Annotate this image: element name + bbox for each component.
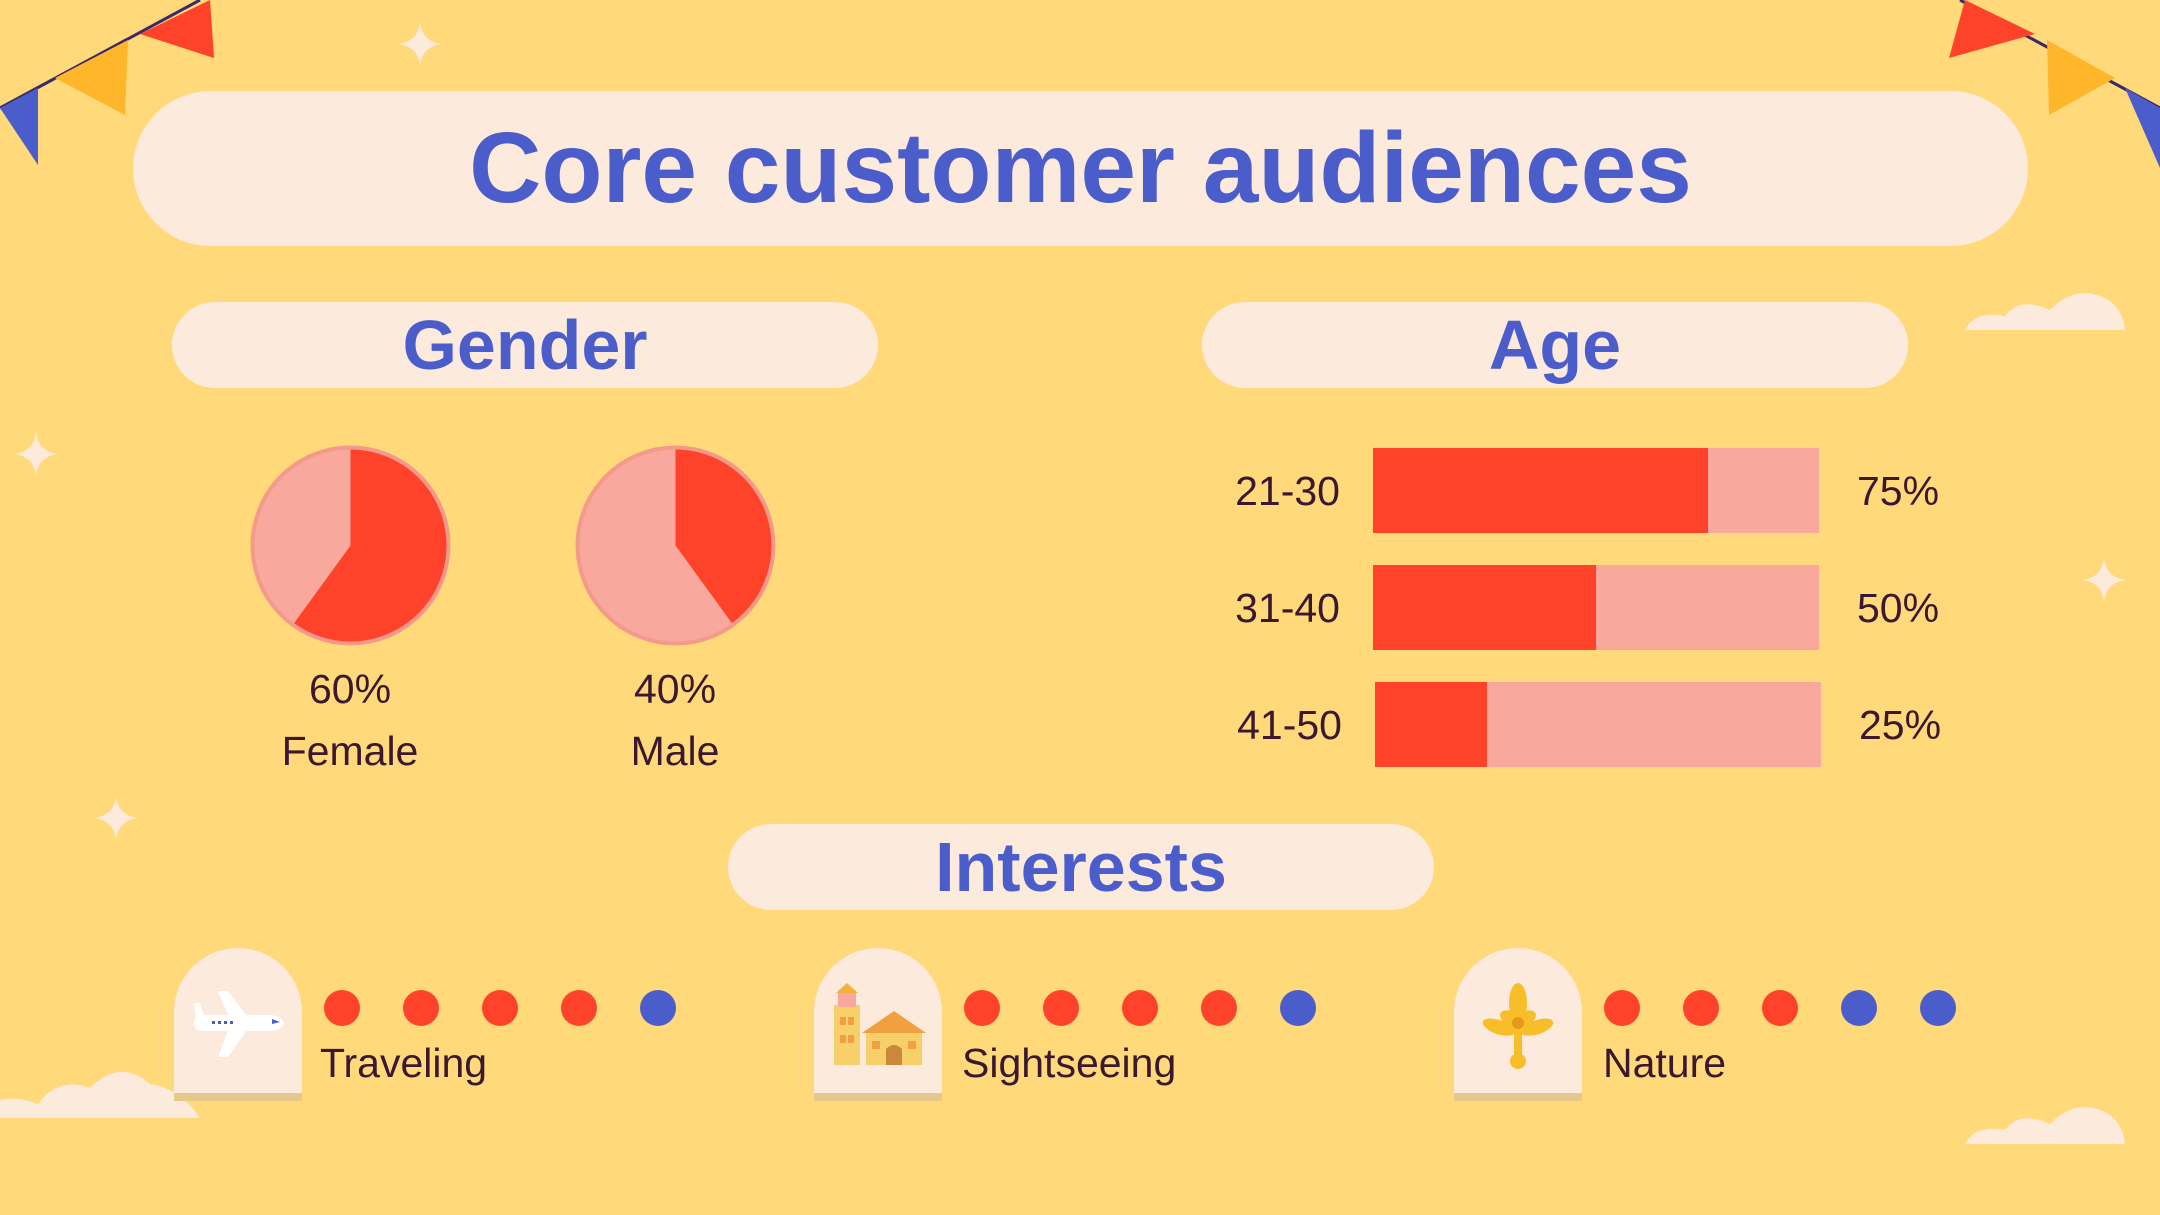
pie-chart-male	[575, 445, 776, 646]
female-label: Female	[281, 728, 419, 774]
buildings-icon	[834, 983, 926, 1065]
sightseeing-label: Sightseeing	[962, 1040, 1177, 1086]
pie-chart-female	[250, 445, 451, 646]
interests-heading-banner: Interests	[728, 824, 1434, 910]
traveling-icon-card	[174, 948, 302, 1093]
rating-dot-filled	[964, 990, 1000, 1026]
flower-icon	[1482, 983, 1554, 1069]
rating-dot-filled	[403, 990, 439, 1026]
rating-dot-filled	[324, 990, 360, 1026]
rating-dot-filled	[1683, 990, 1719, 1026]
rating-dot-empty	[640, 990, 676, 1026]
age-value-label: 25%	[1859, 702, 1942, 748]
rating-dot-filled	[1762, 990, 1798, 1026]
rating-dot-filled	[1043, 990, 1079, 1026]
sparkle-icon	[94, 796, 138, 840]
female-percent-label: 60%	[308, 666, 392, 712]
sightseeing-icon-card	[814, 948, 942, 1093]
rating-dot-empty	[1841, 990, 1877, 1026]
male-percent-label: 40%	[633, 666, 717, 712]
cloud-decoration	[0, 1071, 200, 1118]
interests-heading: Interests	[935, 828, 1227, 906]
age-bar-41-50	[1375, 682, 1487, 767]
gender-heading: Gender	[402, 306, 648, 384]
bunting-right-decoration	[1949, 0, 2160, 168]
age-bar-track	[1373, 565, 1819, 650]
rating-dot-empty	[1280, 990, 1316, 1026]
traveling-label: Traveling	[320, 1040, 488, 1086]
sparkle-icon	[2082, 558, 2126, 602]
age-heading-banner: Age	[1202, 302, 1908, 388]
sparkle-icon	[398, 22, 442, 66]
airplane-icon	[194, 991, 284, 1057]
male-label: Male	[630, 728, 720, 774]
age-bar-track	[1373, 448, 1819, 533]
rating-dot-filled	[1201, 990, 1237, 1026]
page-title: Core customer audiences	[469, 112, 1692, 224]
age-bar-31-40	[1373, 565, 1596, 650]
rating-dot-empty	[1920, 990, 1956, 1026]
rating-dot-filled	[561, 990, 597, 1026]
nature-label: Nature	[1603, 1040, 1727, 1086]
age-bar-track	[1375, 682, 1821, 767]
sparkle-icon	[14, 432, 58, 476]
male-value-slice	[675, 449, 772, 624]
age-value-label: 75%	[1857, 468, 1940, 514]
rating-dot-filled	[1604, 990, 1640, 1026]
bunting-left-decoration	[0, 0, 214, 165]
cloud-decoration	[1965, 1107, 2125, 1144]
age-category-label: 31-40	[1235, 585, 1340, 631]
age-category-label: 21-30	[1235, 468, 1340, 514]
age-bar-21-30	[1373, 448, 1708, 533]
female-value-slice	[294, 449, 447, 642]
age-heading: Age	[1488, 306, 1622, 384]
nature-icon-card	[1454, 948, 1582, 1093]
age-category-label: 41-50	[1237, 702, 1342, 748]
gender-heading-banner: Gender	[172, 302, 878, 388]
rating-dot-filled	[482, 990, 518, 1026]
rating-dot-filled	[1122, 990, 1158, 1026]
age-value-label: 50%	[1857, 585, 1940, 631]
cloud-decoration	[1965, 293, 2125, 330]
title-banner: Core customer audiences	[133, 91, 2028, 246]
